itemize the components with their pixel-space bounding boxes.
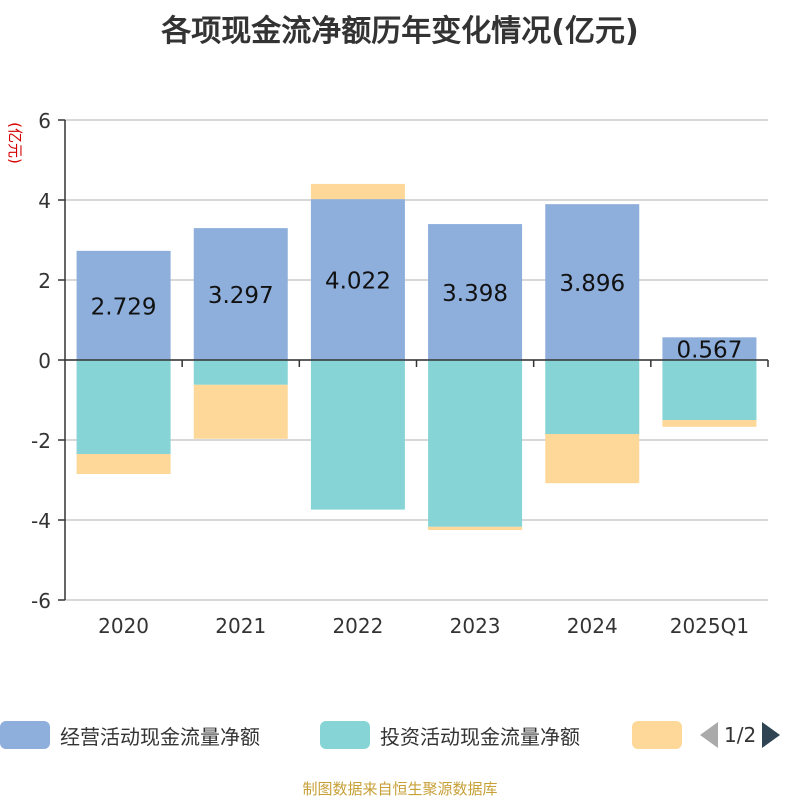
- bar-series1-2025Q1[interactable]: [662, 360, 757, 420]
- bar-series0-2022[interactable]: [310, 199, 405, 360]
- bar-series2-2024[interactable]: [545, 434, 640, 484]
- legend-label-investing: 投资活动现金流量净额: [380, 724, 580, 749]
- bar-series1-2023[interactable]: [428, 360, 523, 527]
- legend-swatch-investing: [320, 721, 370, 749]
- axes: 6 4 2 0 -2 -4 -6 2020 2021 2022 2023 2024 2025Q1: [31, 109, 769, 638]
- data-label-2023: 3.398: [442, 281, 508, 307]
- bar-series2-2021[interactable]: [193, 384, 288, 439]
- bar-series2-2020[interactable]: [76, 454, 171, 474]
- bar-series2-2023[interactable]: [428, 526, 523, 530]
- bar-series1-2021[interactable]: [193, 360, 288, 385]
- x-tick-label: 2024: [567, 614, 618, 638]
- y-axis-label: (亿元): [6, 122, 24, 164]
- legend-page-indicator: 1/2: [724, 723, 757, 747]
- y-tick-label: 0: [38, 349, 51, 373]
- x-tick-label: 2021: [215, 614, 266, 638]
- bar-series0-2023[interactable]: [428, 224, 523, 360]
- y-tick-label: 4: [38, 189, 51, 213]
- data-label-2020: 2.729: [91, 294, 157, 320]
- y-tick-label: -4: [31, 509, 51, 533]
- data-labels: 2.729 3.297 4.022 3.398 3.896 0.567: [91, 269, 743, 364]
- bar-series0-2020[interactable]: [76, 250, 171, 360]
- legend-swatch-financing: [632, 721, 682, 749]
- y-tick-label: -2: [31, 429, 51, 453]
- data-source-note: 制图数据来自恒生聚源数据库: [302, 780, 498, 798]
- bars: [76, 183, 757, 530]
- legend: 经营活动现金流量净额 投资活动现金流量净额 1/2: [0, 718, 800, 752]
- bar-series1-2020[interactable]: [76, 360, 171, 454]
- bar-series0-2025Q1[interactable]: [662, 337, 757, 360]
- y-tick-label: 2: [38, 269, 51, 293]
- bar-series2-2022[interactable]: [310, 183, 405, 200]
- legend-swatch-operating: [0, 721, 50, 749]
- bar-series1-2022[interactable]: [310, 360, 405, 510]
- legend-pager: 1/2: [700, 718, 781, 752]
- data-label-2021: 3.297: [208, 283, 274, 309]
- legend-item-operating[interactable]: 经营活动现金流量净额: [0, 718, 260, 752]
- data-label-2024: 3.896: [559, 271, 625, 297]
- legend-label-operating: 经营活动现金流量净额: [60, 724, 260, 749]
- bar-series1-2024[interactable]: [545, 360, 640, 434]
- y-tick-label: 6: [38, 109, 51, 133]
- chart-title: 各项现金流净额历年变化情况(亿元): [161, 14, 639, 49]
- bar-series0-2024[interactable]: [545, 204, 640, 360]
- legend-item-investing[interactable]: 投资活动现金流量净额: [320, 718, 580, 752]
- bar-series2-2025Q1[interactable]: [662, 420, 757, 427]
- legend-item-financing[interactable]: [632, 718, 692, 752]
- prev-page-icon[interactable]: [700, 722, 718, 748]
- y-tick-label: -6: [31, 589, 51, 613]
- x-tick-label: 2020: [98, 614, 149, 638]
- x-tick-label: 2025Q1: [670, 614, 749, 638]
- bar-chart: 6 4 2 0 -2 -4 -6 2020 2021 2022 2023 2024 2025Q1 2.7…: [6, 109, 769, 638]
- x-tick-label: 2023: [450, 614, 501, 638]
- next-page-icon[interactable]: [762, 722, 781, 748]
- bar-series0-2021[interactable]: [193, 228, 288, 360]
- x-tick-label: 2022: [332, 614, 383, 638]
- data-label-2022: 4.022: [325, 269, 391, 295]
- data-label-2025Q1: 0.567: [676, 338, 742, 364]
